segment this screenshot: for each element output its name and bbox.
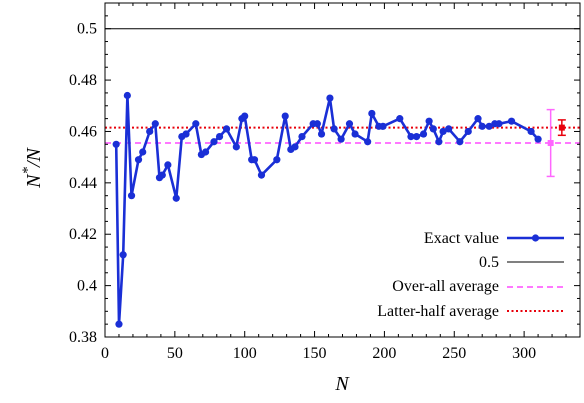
- exact-value-point: [396, 115, 404, 123]
- x-tick-label: 300: [512, 345, 536, 362]
- exact-value-point: [412, 133, 421, 141]
- exact-value-point: [151, 120, 159, 128]
- exact-value-point: [478, 122, 486, 130]
- x-tick-label: 100: [233, 345, 257, 362]
- legend: Exact value 0.5 Over-all average Latter-…: [377, 230, 564, 320]
- y-axis-ticks: 0.38 0.4 0.42 0.44 0.46 0.48 0.5: [69, 15, 580, 346]
- y-tick-label: 0.4: [77, 278, 97, 295]
- series-layer: [112, 91, 542, 328]
- y-axis-label-rest: /N: [23, 146, 45, 168]
- exact-value-point: [146, 127, 154, 136]
- y-axis-label-sup: *: [20, 167, 36, 175]
- legend-label-half: 0.5: [479, 254, 499, 271]
- y-tick-label: 0.46: [69, 123, 97, 140]
- exact-value-point: [119, 251, 127, 259]
- x-tick-label: 200: [372, 345, 396, 362]
- exact-value-point: [115, 320, 123, 328]
- exact-value-point: [429, 125, 437, 133]
- exact-value-point: [298, 133, 306, 141]
- legend-label-overall: Over-all average: [392, 278, 499, 295]
- error-bars: [546, 108, 566, 178]
- exact-value-point: [139, 148, 147, 156]
- exact-value-point: [464, 127, 472, 136]
- exact-value-point: [425, 117, 433, 125]
- y-tick-label: 0.38: [69, 329, 97, 346]
- legend-swatch-exact-point: [531, 234, 540, 242]
- legend-label-exact: Exact value: [424, 230, 499, 247]
- exact-value-point: [222, 125, 231, 133]
- exact-value-point: [182, 130, 190, 138]
- exact-value-point: [351, 130, 359, 138]
- x-tick-label: 50: [167, 345, 183, 362]
- exact-value-point: [485, 122, 493, 130]
- exact-value-point: [534, 135, 542, 143]
- exact-value-point: [439, 127, 447, 136]
- exact-value-point: [364, 138, 372, 146]
- exact-value-point: [257, 171, 266, 179]
- exact-value-point: [232, 143, 240, 151]
- exact-value-point: [215, 133, 224, 141]
- x-tick-label: 250: [442, 345, 466, 362]
- exact-value-point: [379, 122, 387, 130]
- exact-value-point: [291, 143, 299, 151]
- exact-value-point: [445, 125, 453, 133]
- exact-value-point: [326, 94, 334, 102]
- legend-label-latter: Latter-half average: [377, 303, 499, 320]
- y-tick-label: 0.5: [77, 21, 97, 38]
- exact-value-point: [210, 138, 218, 146]
- exact-value-point: [134, 156, 143, 164]
- y-axis-label-main: N: [23, 173, 45, 189]
- exact-value-point: [123, 91, 131, 100]
- exact-value-point: [337, 135, 345, 143]
- exact-value-point: [317, 130, 326, 138]
- exact-value-point: [527, 127, 535, 136]
- exact-value-point: [281, 112, 289, 120]
- overall-average-errorbar-point: [547, 140, 554, 147]
- exact-value-point: [435, 138, 443, 146]
- exact-value-point: [330, 125, 338, 133]
- exact-value-point: [407, 133, 415, 141]
- exact-value-point: [456, 138, 464, 146]
- exact-value-point: [250, 156, 259, 164]
- exact-value-point: [313, 120, 321, 128]
- exact-value-point: [164, 161, 172, 169]
- reference-lines: [105, 28, 580, 144]
- x-axis-ticks: 0 50 100 150 200 250 300: [101, 3, 567, 362]
- x-tick-label: 150: [303, 345, 327, 362]
- exact-value-point: [474, 115, 482, 123]
- y-tick-label: 0.42: [69, 226, 97, 243]
- exact-value-point: [172, 194, 180, 202]
- exact-value-point: [192, 120, 200, 128]
- x-tick-label: 0: [101, 345, 109, 362]
- exact-value-point: [273, 156, 281, 164]
- exact-value-point: [345, 120, 354, 128]
- exact-value-point: [495, 120, 503, 128]
- exact-value-point: [241, 112, 249, 120]
- latter-half-errorbar-point: [558, 124, 565, 131]
- y-axis-label: N*/N: [20, 146, 45, 188]
- exact-value-point: [201, 148, 210, 156]
- exact-value-point: [158, 171, 166, 179]
- y-tick-label: 0.48: [69, 72, 97, 89]
- y-tick-label: 0.44: [69, 175, 97, 192]
- x-axis-label: N: [334, 373, 350, 395]
- exact-value-point: [419, 130, 428, 138]
- exact-value-point: [368, 109, 376, 118]
- exact-value-point: [127, 192, 136, 200]
- exact-value-point: [507, 117, 516, 125]
- exact-value-point: [112, 140, 120, 148]
